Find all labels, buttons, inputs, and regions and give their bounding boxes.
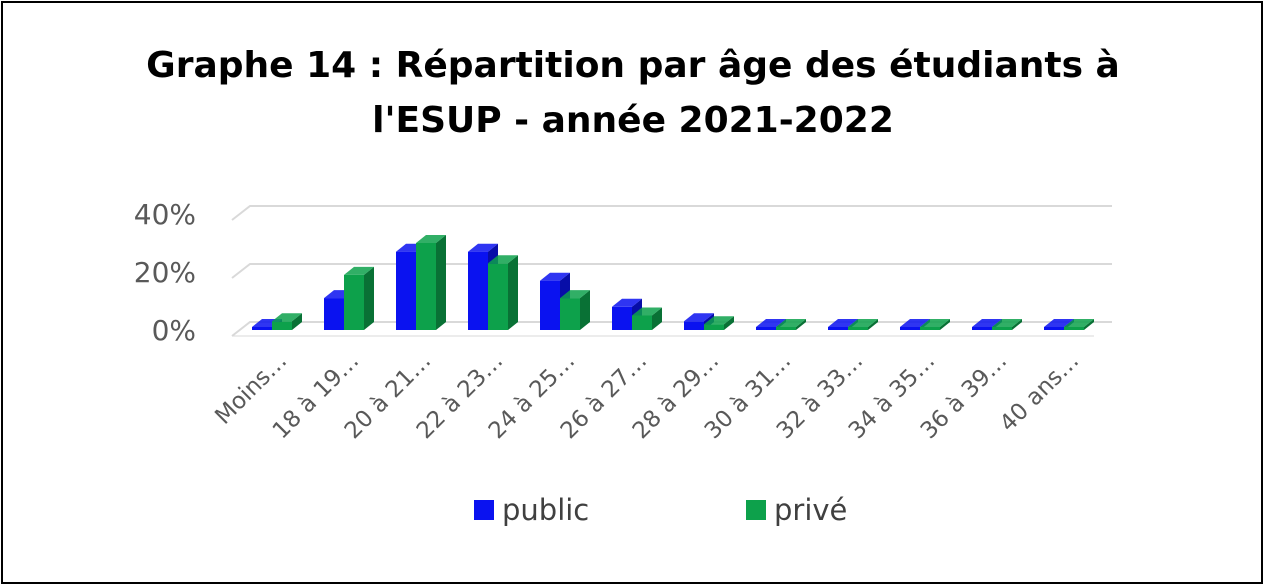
legend-label-public: public bbox=[502, 493, 590, 527]
bar-front bbox=[776, 327, 796, 330]
gridline bbox=[231, 205, 1112, 221]
bar-front bbox=[560, 298, 580, 330]
y-axis-ticks: 0% 20% 40% bbox=[134, 198, 196, 347]
bar-side bbox=[940, 319, 950, 330]
bar-side bbox=[436, 235, 446, 330]
bar-prive bbox=[704, 316, 734, 330]
bar-side bbox=[292, 313, 302, 330]
bar-side bbox=[364, 266, 374, 330]
bar-top bbox=[920, 319, 950, 327]
bar-front bbox=[468, 251, 488, 330]
bar-front bbox=[920, 327, 940, 330]
legend: public privé bbox=[0, 490, 1266, 530]
bar-top bbox=[992, 319, 1022, 327]
bar-top bbox=[776, 319, 806, 327]
bar-side bbox=[580, 290, 590, 330]
bar-top bbox=[468, 243, 498, 252]
bar-side bbox=[796, 319, 806, 330]
chart-title-line-1: Graphe 14 : Répartition par âge des étud… bbox=[146, 45, 1120, 86]
bar-front bbox=[324, 298, 344, 330]
legend-swatch-public bbox=[474, 500, 494, 520]
bar-side bbox=[652, 307, 662, 330]
legend-item-prive: privé bbox=[746, 490, 847, 530]
chart-title: Graphe 14 : Répartition par âge des étud… bbox=[0, 38, 1266, 148]
gridline bbox=[231, 321, 1112, 337]
bar-front bbox=[344, 274, 364, 330]
bar-prive bbox=[848, 319, 878, 330]
bar-front bbox=[416, 243, 436, 330]
bar-top bbox=[612, 298, 642, 307]
x-tick-label: 40 ans… bbox=[995, 348, 1084, 437]
bar-prive bbox=[632, 307, 662, 330]
bar-front bbox=[828, 327, 848, 330]
bar-top bbox=[344, 266, 374, 275]
bar-top bbox=[540, 272, 570, 281]
legend-label-prive: privé bbox=[774, 493, 848, 527]
bar-side bbox=[868, 319, 878, 330]
gridlines bbox=[231, 205, 1112, 337]
y-tick-label: 40% bbox=[134, 198, 196, 231]
bar-prive bbox=[560, 290, 590, 330]
bar-top bbox=[704, 316, 734, 325]
bar-front bbox=[972, 327, 992, 330]
bar-top bbox=[1064, 319, 1094, 327]
y-tick-label: 0% bbox=[152, 314, 196, 347]
y-tick-label: 20% bbox=[134, 256, 196, 289]
bar-front bbox=[900, 327, 920, 330]
bar-front bbox=[272, 321, 292, 330]
bar-prive bbox=[920, 319, 950, 330]
bar-prive bbox=[272, 313, 302, 330]
bar-side bbox=[1084, 319, 1094, 330]
bar-prive bbox=[344, 266, 374, 330]
bar-top bbox=[488, 255, 518, 264]
bar-front bbox=[756, 327, 776, 330]
bar-front bbox=[632, 315, 652, 330]
bar-front bbox=[252, 327, 272, 330]
bars bbox=[252, 235, 1094, 330]
bar-side bbox=[508, 255, 518, 330]
bar-front bbox=[704, 324, 724, 330]
bar-front bbox=[1064, 327, 1084, 330]
bar-side bbox=[724, 316, 734, 330]
bar-front bbox=[488, 263, 508, 330]
bar-prive bbox=[416, 235, 446, 330]
x-axis-ticks: Moins…18 à 19…20 à 21…22 à 23…24 à 25…26… bbox=[210, 348, 1084, 444]
bar-front bbox=[1044, 327, 1064, 330]
bar-front bbox=[396, 251, 416, 330]
bar-front bbox=[848, 327, 868, 330]
bar-top bbox=[684, 313, 714, 322]
bar-front bbox=[684, 321, 704, 330]
gridline bbox=[231, 263, 1112, 279]
bar-prive bbox=[992, 319, 1022, 330]
bar-prive bbox=[1064, 319, 1094, 330]
bar-front bbox=[612, 306, 632, 330]
bar-top bbox=[632, 307, 662, 316]
legend-swatch-prive bbox=[746, 500, 766, 520]
bar-front bbox=[992, 327, 1012, 330]
bar-top bbox=[848, 319, 878, 327]
legend-item-public: public bbox=[474, 490, 589, 530]
bar-top bbox=[560, 290, 590, 299]
bar-top bbox=[272, 313, 302, 322]
bar-prive bbox=[776, 319, 806, 330]
bar-prive bbox=[488, 255, 518, 330]
bar-front bbox=[540, 280, 560, 330]
bar-side bbox=[1012, 319, 1022, 330]
bar-top bbox=[416, 235, 446, 243]
chart-title-line-2: l'ESUP - année 2021-2022 bbox=[372, 100, 894, 141]
